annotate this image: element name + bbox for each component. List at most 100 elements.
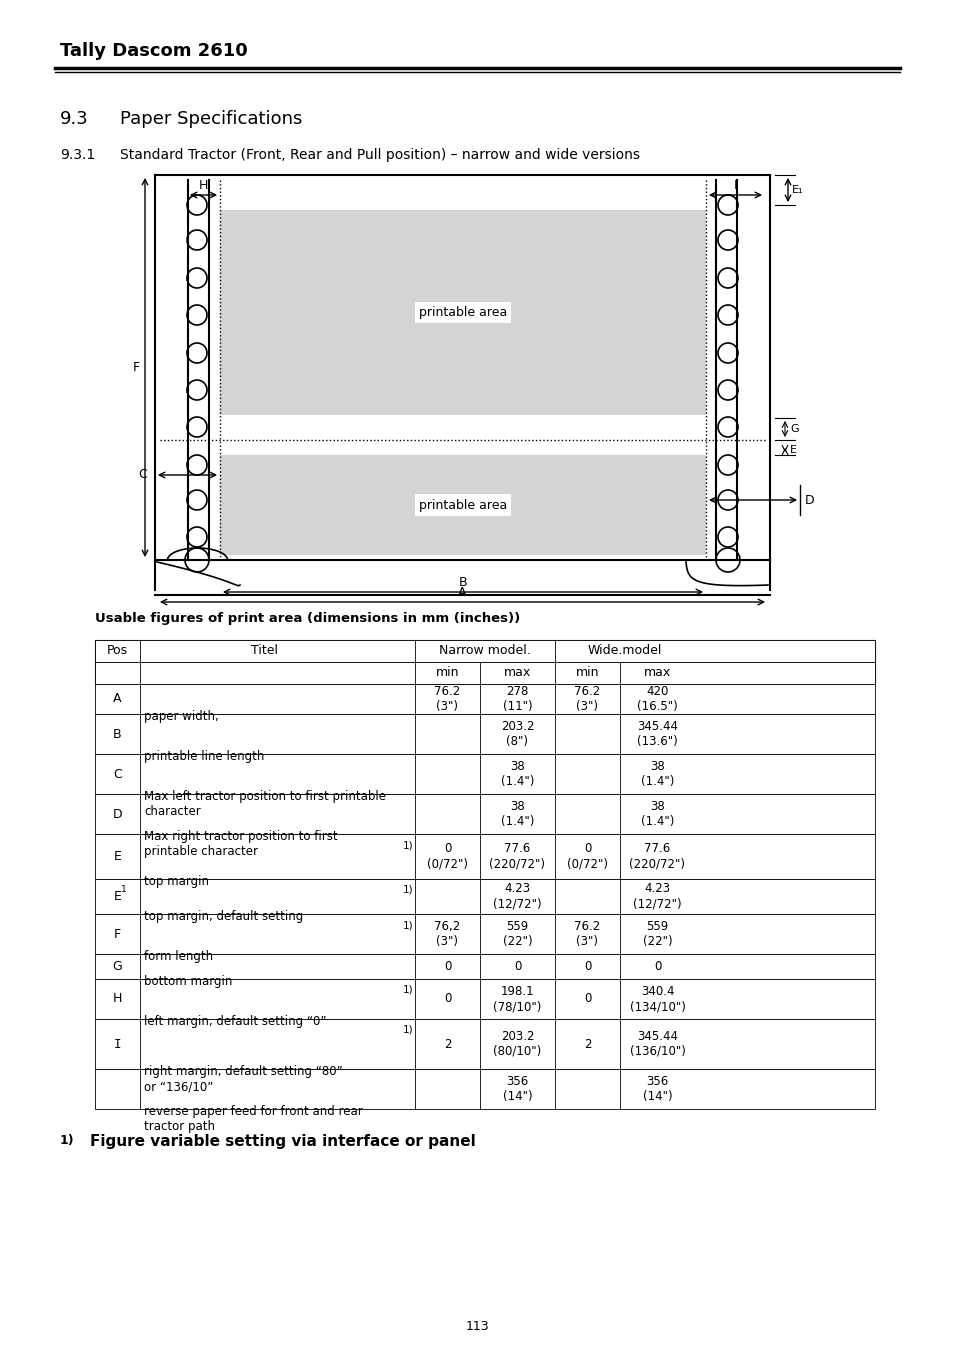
Text: 0: 0 bbox=[653, 961, 660, 973]
Text: 203.2
(80/10"): 203.2 (80/10") bbox=[493, 1029, 541, 1058]
Text: E: E bbox=[113, 890, 121, 902]
Bar bbox=[95, 713, 874, 754]
Text: E: E bbox=[789, 444, 796, 455]
Text: 9.3.1: 9.3.1 bbox=[60, 149, 95, 162]
Text: 77.6
(220/72"): 77.6 (220/72") bbox=[489, 843, 545, 870]
Text: C: C bbox=[113, 767, 122, 781]
Text: top margin: top margin bbox=[144, 875, 209, 888]
Bar bbox=[220, 455, 705, 555]
Text: 0: 0 bbox=[583, 993, 591, 1005]
Text: C: C bbox=[138, 469, 147, 481]
Bar bbox=[95, 834, 874, 880]
Text: 76,2
(3"): 76,2 (3") bbox=[434, 920, 460, 948]
Text: 356
(14"): 356 (14") bbox=[502, 1075, 532, 1102]
Text: max: max bbox=[643, 666, 670, 680]
Text: Wide.model: Wide.model bbox=[587, 644, 661, 658]
Bar bbox=[95, 880, 874, 915]
Text: A: A bbox=[457, 586, 466, 598]
Text: G: G bbox=[112, 961, 122, 973]
Text: Narrow model.: Narrow model. bbox=[438, 644, 530, 658]
Text: 0
(0/72"): 0 (0/72") bbox=[566, 843, 607, 870]
Bar bbox=[95, 915, 874, 954]
Text: 38
(1.4"): 38 (1.4") bbox=[640, 761, 674, 788]
Text: B: B bbox=[113, 727, 122, 740]
Text: 76.2
(3"): 76.2 (3") bbox=[574, 920, 600, 948]
Text: 278
(11"): 278 (11") bbox=[502, 685, 532, 713]
Text: 4.23
(12/72"): 4.23 (12/72") bbox=[493, 882, 541, 911]
Text: Tally Dascom 2610: Tally Dascom 2610 bbox=[60, 42, 248, 59]
Text: 1): 1) bbox=[402, 1025, 413, 1035]
Text: 559
(22"): 559 (22") bbox=[642, 920, 672, 948]
Text: F: F bbox=[113, 928, 121, 940]
Text: 420
(16.5"): 420 (16.5") bbox=[637, 685, 678, 713]
Bar bbox=[95, 1019, 874, 1069]
Bar bbox=[95, 662, 874, 684]
Text: D: D bbox=[112, 808, 122, 820]
Text: I: I bbox=[733, 178, 737, 192]
Text: printable area: printable area bbox=[418, 305, 507, 319]
Text: 198.1
(78/10"): 198.1 (78/10") bbox=[493, 985, 541, 1013]
Text: paper width,: paper width, bbox=[144, 711, 218, 723]
Text: 345.44
(136/10"): 345.44 (136/10") bbox=[629, 1029, 684, 1058]
Text: 113: 113 bbox=[465, 1320, 488, 1333]
Text: 38
(1.4"): 38 (1.4") bbox=[500, 800, 534, 828]
Text: Titel: Titel bbox=[252, 644, 278, 658]
Bar bbox=[95, 979, 874, 1019]
Text: 356
(14"): 356 (14") bbox=[642, 1075, 672, 1102]
Text: 345.44
(13.6"): 345.44 (13.6") bbox=[637, 720, 678, 748]
Text: top margin, default setting: top margin, default setting bbox=[144, 911, 303, 923]
Text: 76.2
(3"): 76.2 (3") bbox=[574, 685, 600, 713]
Text: G: G bbox=[789, 424, 798, 434]
Text: 1): 1) bbox=[402, 885, 413, 894]
Text: A: A bbox=[113, 693, 122, 705]
Text: 0: 0 bbox=[514, 961, 520, 973]
Bar bbox=[95, 754, 874, 794]
Text: 9.3: 9.3 bbox=[60, 109, 89, 128]
Text: min: min bbox=[576, 666, 598, 680]
Text: 4.23
(12/72"): 4.23 (12/72") bbox=[633, 882, 681, 911]
Text: Usable figures of print area (dimensions in mm (inches)): Usable figures of print area (dimensions… bbox=[95, 612, 519, 626]
Bar bbox=[220, 209, 705, 415]
Bar bbox=[95, 1069, 874, 1109]
Text: D: D bbox=[804, 493, 814, 507]
Text: min: min bbox=[436, 666, 458, 680]
Text: 0: 0 bbox=[443, 961, 451, 973]
Text: 0: 0 bbox=[583, 961, 591, 973]
Bar bbox=[95, 954, 874, 979]
Text: B: B bbox=[458, 576, 467, 589]
Bar bbox=[95, 640, 874, 684]
Text: 1): 1) bbox=[402, 840, 413, 850]
Text: 1): 1) bbox=[402, 920, 413, 929]
Text: bottom margin: bottom margin bbox=[144, 975, 233, 988]
Text: 1: 1 bbox=[120, 885, 126, 893]
Text: 2: 2 bbox=[443, 1038, 451, 1051]
Text: Figure variable setting via interface or panel: Figure variable setting via interface or… bbox=[90, 1133, 476, 1148]
Text: Pos: Pos bbox=[107, 644, 128, 658]
Text: E: E bbox=[113, 850, 121, 863]
Text: 559
(22"): 559 (22") bbox=[502, 920, 532, 948]
Text: reverse paper feed for front and rear
tractor path: reverse paper feed for front and rear tr… bbox=[144, 1105, 362, 1133]
Text: H: H bbox=[198, 178, 208, 192]
Text: F: F bbox=[132, 361, 140, 374]
Text: 203.2
(8"): 203.2 (8") bbox=[500, 720, 534, 748]
Text: printable line length: printable line length bbox=[144, 750, 264, 763]
Text: printable area: printable area bbox=[418, 499, 507, 512]
Text: right margin, default setting “80”
or “136/10”: right margin, default setting “80” or “1… bbox=[144, 1065, 342, 1093]
Text: Paper Specifications: Paper Specifications bbox=[120, 109, 302, 128]
Text: I: I bbox=[113, 1038, 121, 1051]
Text: max: max bbox=[503, 666, 531, 680]
Text: 1): 1) bbox=[402, 985, 413, 994]
Text: 38
(1.4"): 38 (1.4") bbox=[640, 800, 674, 828]
Bar bbox=[95, 794, 874, 834]
Text: 340.4
(134/10"): 340.4 (134/10") bbox=[629, 985, 684, 1013]
Text: H: H bbox=[112, 993, 122, 1005]
Text: left margin, default setting “0”: left margin, default setting “0” bbox=[144, 1015, 326, 1028]
Text: 2: 2 bbox=[583, 1038, 591, 1051]
Text: 1): 1) bbox=[60, 1133, 74, 1147]
Bar bbox=[95, 684, 874, 713]
Text: 77.6
(220/72"): 77.6 (220/72") bbox=[629, 843, 685, 870]
Text: 38
(1.4"): 38 (1.4") bbox=[500, 761, 534, 788]
Text: 0: 0 bbox=[443, 993, 451, 1005]
Text: Max right tractor position to first
printable character: Max right tractor position to first prin… bbox=[144, 830, 337, 858]
Text: 76.2
(3"): 76.2 (3") bbox=[434, 685, 460, 713]
